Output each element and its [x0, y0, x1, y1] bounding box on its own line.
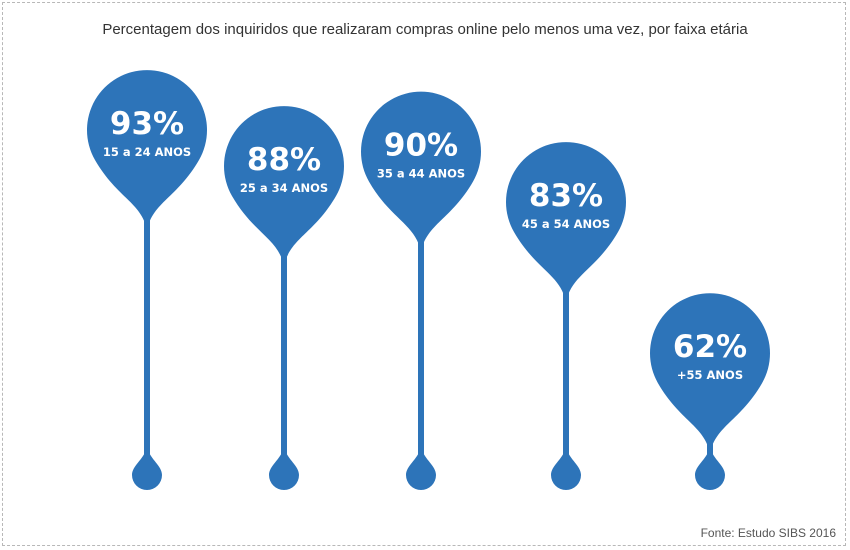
- balloon-drop: [269, 448, 299, 490]
- balloon-stem: [563, 272, 569, 474]
- balloon-head: [87, 70, 207, 231]
- balloon-drop: [406, 448, 436, 490]
- value-label: 88%: [247, 142, 321, 178]
- value-label: 83%: [529, 178, 603, 214]
- category-label: 15 a 24 ANOS: [103, 145, 191, 159]
- balloon-stem: [281, 236, 287, 474]
- balloon-stem: [418, 221, 424, 474]
- balloon-drop: [551, 448, 581, 490]
- balloon-head: [224, 106, 344, 266]
- chart-source: Fonte: Estudo SIBS 2016: [700, 526, 836, 540]
- balloon-head: [650, 293, 770, 454]
- balloon-1: 93% 15 a 24 ANOS: [87, 70, 207, 490]
- balloon-2: 88% 25 a 34 ANOS: [224, 106, 344, 490]
- value-label: 62%: [673, 329, 747, 365]
- category-label: 45 a 54 ANOS: [522, 217, 610, 231]
- category-label: 25 a 34 ANOS: [240, 181, 328, 195]
- balloon-head: [361, 91, 482, 252]
- balloon-4: 83% 45 a 54 ANOS: [506, 142, 626, 490]
- balloon-drop: [695, 448, 725, 490]
- value-label: 90%: [384, 128, 458, 164]
- chart-title: Percentagem dos inquiridos que realizara…: [102, 21, 748, 38]
- balloon-3: 90% 35 a 44 ANOS: [361, 91, 482, 490]
- balloon-drop: [132, 448, 162, 490]
- category-label: 35 a 44 ANOS: [377, 167, 465, 181]
- category-label: +55 ANOS: [677, 368, 743, 382]
- balloon-head: [506, 142, 626, 302]
- balloon-stem: [144, 200, 150, 474]
- balloon-5: 62% +55 ANOS: [650, 293, 770, 490]
- value-label: 93%: [110, 106, 184, 142]
